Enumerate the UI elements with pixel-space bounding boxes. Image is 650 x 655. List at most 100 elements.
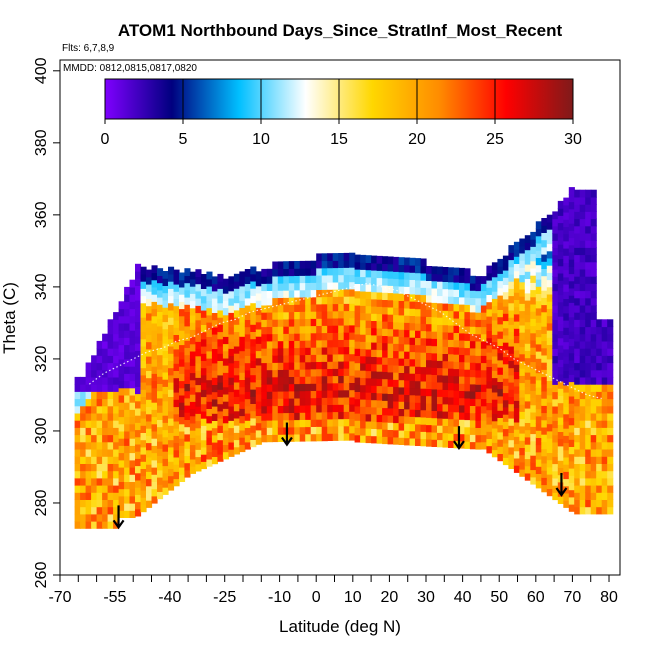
- heatmap-cell: [530, 404, 537, 413]
- heatmap-cell: [305, 296, 312, 305]
- heatmap-cell: [459, 304, 466, 312]
- heatmap-cell: [129, 308, 136, 317]
- heatmap-cell: [552, 463, 559, 472]
- heatmap-cell: [420, 337, 427, 346]
- heatmap-cell: [552, 362, 559, 371]
- heatmap-cell: [349, 368, 356, 376]
- heatmap-cell: [250, 374, 257, 383]
- heatmap-cell: [299, 340, 306, 348]
- heatmap-cell: [486, 272, 493, 281]
- heatmap-cell: [239, 429, 246, 438]
- heatmap-cell: [568, 287, 575, 296]
- heatmap-cell: [151, 495, 158, 504]
- heatmap-cell: [437, 295, 444, 304]
- heatmap-cell: [513, 450, 520, 459]
- heatmap-cell: [305, 361, 312, 370]
- heatmap-cell: [579, 232, 586, 241]
- heatmap-cell: [568, 424, 575, 433]
- heatmap-cell: [480, 276, 487, 284]
- heatmap-cell: [393, 372, 400, 380]
- heatmap-cell: [415, 323, 422, 331]
- heatmap-cell: [524, 386, 531, 395]
- heatmap-cell: [387, 407, 394, 416]
- heatmap-cell: [151, 438, 158, 446]
- y-tick-label: 380: [33, 129, 50, 156]
- heatmap-cell: [74, 506, 81, 515]
- heatmap-cell: [590, 333, 597, 342]
- heatmap-cell: [519, 332, 526, 340]
- heatmap-cell: [239, 357, 246, 366]
- heatmap-cell: [563, 399, 570, 408]
- heatmap-cell: [195, 391, 202, 400]
- heatmap-cell: [146, 276, 153, 285]
- heatmap-cell: [316, 289, 323, 298]
- heatmap-cell: [535, 286, 542, 294]
- heatmap-cell: [157, 419, 164, 428]
- heatmap-cell: [151, 294, 158, 302]
- heatmap-cell: [607, 463, 614, 472]
- heatmap-cell: [459, 318, 466, 327]
- heatmap-cell: [557, 251, 564, 260]
- heatmap-cell: [502, 442, 509, 451]
- heatmap-cell: [200, 281, 207, 289]
- heatmap-cell: [349, 382, 356, 391]
- heatmap-cell: [459, 275, 466, 283]
- heatmap-cell: [195, 305, 202, 314]
- heatmap-cell: [415, 431, 422, 439]
- heatmap-cell: [118, 474, 125, 482]
- heatmap-cell: [162, 436, 169, 445]
- heatmap-cell: [277, 290, 284, 298]
- heatmap-cell: [574, 398, 581, 407]
- heatmap-cell: [206, 408, 213, 417]
- heatmap-cell: [464, 390, 471, 399]
- heatmap-cell: [502, 298, 509, 307]
- heatmap-cell: [327, 354, 334, 362]
- heatmap-cell: [590, 470, 597, 479]
- heatmap-cell: [508, 382, 515, 390]
- heatmap-cell: [173, 399, 180, 408]
- heatmap-cell: [365, 392, 372, 400]
- heatmap-cell: [162, 299, 169, 308]
- heatmap-cell: [513, 313, 520, 322]
- heatmap-cell: [277, 261, 284, 270]
- heatmap-cell: [590, 477, 597, 486]
- heatmap-cell: [574, 232, 581, 241]
- heatmap-cell: [590, 283, 597, 292]
- heatmap-cell: [590, 268, 597, 277]
- heatmap-cell: [574, 420, 581, 428]
- heatmap-cell: [129, 438, 136, 446]
- heatmap-cell: [382, 364, 389, 372]
- heatmap-cell: [305, 433, 312, 442]
- heatmap-cell: [272, 398, 279, 407]
- heatmap-cell: [557, 431, 564, 440]
- heatmap-cell: [85, 398, 92, 407]
- heatmap-cell: [437, 353, 444, 361]
- heatmap-cell: [74, 499, 81, 508]
- heatmap-cell: [129, 373, 136, 382]
- heatmap-cell: [179, 301, 186, 310]
- heatmap-cell: [173, 413, 180, 422]
- heatmap-cell: [426, 266, 433, 274]
- heatmap-cell: [305, 318, 312, 327]
- heatmap-cell: [371, 255, 378, 264]
- heatmap-cell: [211, 420, 218, 429]
- heatmap-cell: [459, 404, 466, 413]
- heatmap-cell: [195, 334, 202, 342]
- heatmap-cell: [113, 449, 120, 457]
- heatmap-cell: [535, 408, 542, 417]
- heatmap-cell: [480, 355, 487, 364]
- heatmap-cell: [250, 331, 257, 340]
- heatmap-cell: [513, 270, 520, 279]
- heatmap-cell: [365, 341, 372, 350]
- heatmap-cell: [102, 333, 109, 342]
- heatmap-cell: [376, 414, 383, 423]
- heatmap-cell: [102, 449, 109, 457]
- heatmap-cell: [179, 358, 186, 367]
- heatmap-cell: [393, 271, 400, 280]
- heatmap-cell: [426, 352, 433, 361]
- heatmap-cell: [360, 413, 367, 422]
- heatmap-cell: [299, 275, 306, 284]
- heatmap-cell: [310, 433, 317, 442]
- heatmap-cell: [557, 388, 564, 396]
- heatmap-cell: [157, 289, 164, 298]
